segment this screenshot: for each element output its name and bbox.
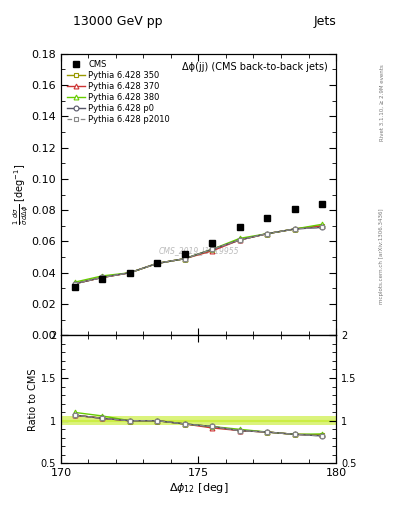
Bar [61, 416, 336, 425]
Y-axis label: $\frac{1}{\bar{\sigma}}\frac{d\sigma}{d\Delta\phi}$ [deg$^{-1}$]: $\frac{1}{\bar{\sigma}}\frac{d\sigma}{d\… [11, 164, 30, 225]
Text: mcplots.cern.ch [arXiv:1306.3436]: mcplots.cern.ch [arXiv:1306.3436] [380, 208, 384, 304]
Y-axis label: Ratio to CMS: Ratio to CMS [28, 368, 38, 431]
Text: 13000 GeV pp: 13000 GeV pp [73, 15, 163, 28]
Text: Jets: Jets [313, 15, 336, 28]
Legend: CMS, Pythia 6.428 350, Pythia 6.428 370, Pythia 6.428 380, Pythia 6.428 p0, Pyth: CMS, Pythia 6.428 350, Pythia 6.428 370,… [65, 58, 172, 125]
Text: CMS_2019_I1719955: CMS_2019_I1719955 [158, 246, 239, 255]
Text: Rivet 3.1.10, ≥ 2.9M events: Rivet 3.1.10, ≥ 2.9M events [380, 64, 384, 141]
X-axis label: $\Delta\phi_{12}$ [deg]: $\Delta\phi_{12}$ [deg] [169, 481, 228, 495]
Text: Δϕ(jj) (CMS back-to-back jets): Δϕ(jj) (CMS back-to-back jets) [182, 62, 328, 72]
